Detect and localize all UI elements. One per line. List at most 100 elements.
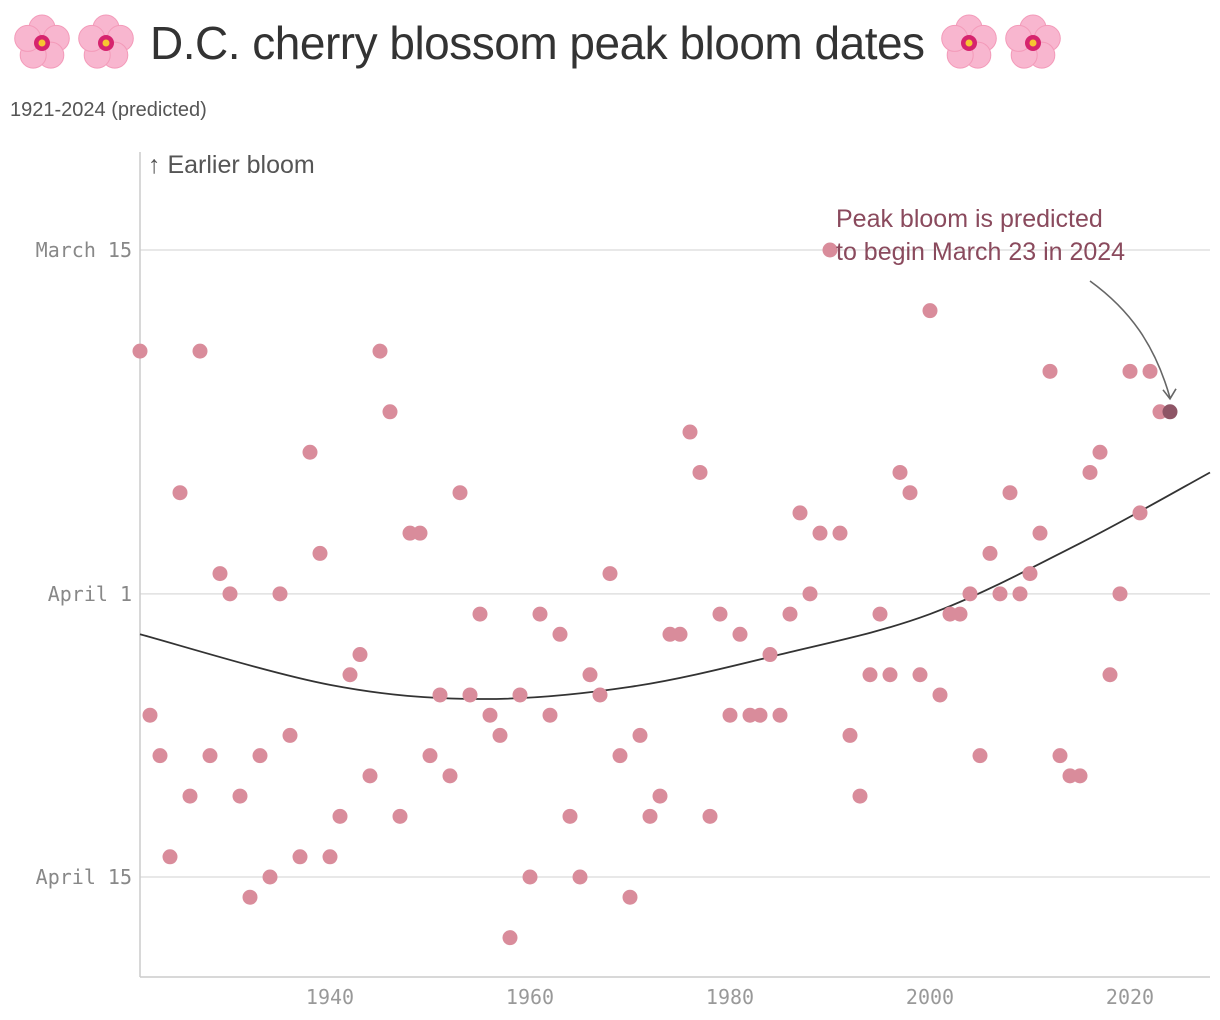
data-point	[1072, 768, 1088, 784]
data-point	[212, 566, 228, 582]
data-point	[532, 606, 548, 622]
data-point	[912, 667, 928, 683]
cherry-blossom-icon	[14, 14, 70, 69]
data-point	[672, 626, 688, 642]
data-point	[1112, 586, 1128, 602]
annotation-arrowhead	[1162, 388, 1177, 401]
x-tick-label: 2000	[906, 985, 954, 1009]
data-point	[542, 707, 558, 723]
data-point	[602, 566, 618, 582]
data-point	[192, 343, 208, 359]
data-point	[282, 727, 298, 743]
cherry-blossom-icon	[940, 14, 997, 69]
data-point	[182, 788, 198, 804]
x-tick-label: 1940	[306, 985, 354, 1009]
data-point	[922, 303, 938, 319]
data-point	[962, 586, 978, 602]
data-point	[712, 606, 728, 622]
data-point	[552, 626, 568, 642]
data-point	[382, 404, 398, 420]
data-point	[162, 849, 178, 865]
data-point	[842, 727, 858, 743]
x-tick-label: 1980	[706, 985, 754, 1009]
data-point	[822, 242, 838, 258]
data-point	[812, 525, 828, 541]
data-point	[462, 687, 478, 703]
data-point	[302, 444, 318, 460]
data-point	[572, 869, 588, 885]
x-tick-label: 2020	[1106, 985, 1154, 1009]
data-point	[392, 808, 408, 824]
data-point	[152, 748, 168, 764]
data-point	[762, 647, 778, 663]
data-point	[132, 343, 148, 359]
chart-title: D.C. cherry blossom peak bloom dates	[150, 17, 925, 69]
data-point	[262, 869, 278, 885]
data-point	[1102, 667, 1118, 683]
annotation-group: Peak bloom is predicted to begin March 23…	[836, 205, 1177, 401]
data-point	[1082, 464, 1098, 480]
data-point	[772, 707, 788, 723]
data-point	[482, 707, 498, 723]
data-point	[692, 464, 708, 480]
data-point	[502, 930, 518, 946]
title-row: D.C. cherry blossom peak bloom dates	[12, 10, 1067, 76]
data-point	[272, 586, 288, 602]
data-point	[442, 768, 458, 784]
data-point	[752, 707, 768, 723]
data-point	[1022, 566, 1038, 582]
data-point	[782, 606, 798, 622]
data-point	[342, 667, 358, 683]
data-point	[882, 667, 898, 683]
data-point	[522, 869, 538, 885]
data-point	[322, 849, 338, 865]
data-point	[472, 606, 488, 622]
data-point	[682, 424, 698, 440]
trend-line-group	[139, 471, 1211, 700]
data-point	[592, 687, 608, 703]
data-point	[1052, 748, 1068, 764]
data-point	[632, 727, 648, 743]
data-point	[292, 849, 308, 865]
data-point	[702, 808, 718, 824]
data-point	[412, 525, 428, 541]
data-point	[452, 485, 468, 501]
data-point	[242, 889, 258, 905]
y-tick-label: April 15	[36, 865, 132, 889]
data-point	[732, 626, 748, 642]
data-point	[432, 687, 448, 703]
data-point	[422, 748, 438, 764]
cherry-blossom-icon	[1004, 14, 1061, 69]
data-point	[372, 343, 388, 359]
cherry-blossom-icon	[78, 14, 134, 69]
data-point	[972, 748, 988, 764]
data-point	[622, 889, 638, 905]
data-point	[202, 748, 218, 764]
chart-subtitle: 1921-2024 (predicted)	[10, 99, 207, 121]
data-point	[1122, 363, 1138, 379]
data-point	[992, 586, 1008, 602]
data-point	[1142, 363, 1158, 379]
earlier-bloom-note: ↑ Earlier bloom	[148, 151, 315, 179]
trend-line	[139, 471, 1211, 700]
y-tick-label: April 1	[48, 582, 132, 606]
data-point	[1032, 525, 1048, 541]
data-point	[792, 505, 808, 521]
annotation-arrow	[1089, 280, 1171, 399]
data-point	[1002, 485, 1018, 501]
data-point	[902, 485, 918, 501]
data-point	[222, 586, 238, 602]
y-tick-label: March 15	[36, 238, 132, 262]
data-point	[232, 788, 248, 804]
data-point	[362, 768, 378, 784]
data-point	[252, 748, 268, 764]
data-point	[652, 788, 668, 804]
data-point	[562, 808, 578, 824]
axes: March 15 April 1 April 15 1940 1960 1980 2000 2…	[36, 151, 1210, 1009]
data-point	[1132, 505, 1148, 521]
data-point	[982, 545, 998, 561]
grid	[140, 249, 1210, 878]
data-point	[642, 808, 658, 824]
data-point	[832, 525, 848, 541]
data-point	[722, 707, 738, 723]
